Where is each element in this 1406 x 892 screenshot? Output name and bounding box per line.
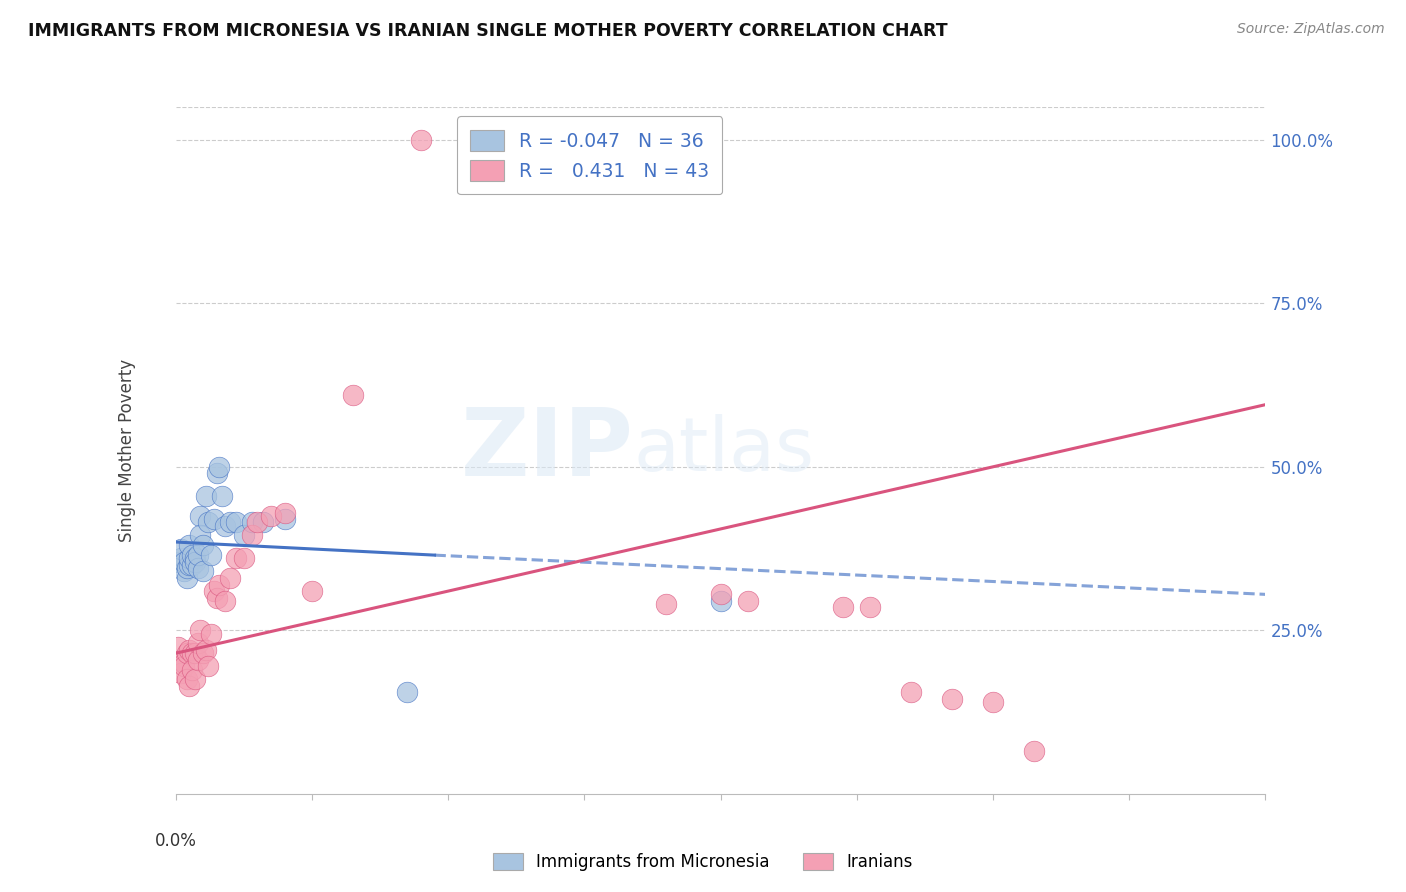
Point [252, 516, 274, 530]
Point [208, 459, 231, 474]
Point [900, 685, 922, 699]
Point [225, 516, 247, 530]
Point [186, 636, 209, 650]
Point [342, 388, 364, 402]
Point [191, 646, 214, 660]
Point [232, 528, 254, 542]
Point [232, 551, 254, 566]
Point [240, 516, 263, 530]
Point [179, 551, 201, 566]
Point [396, 685, 419, 699]
Point [173, 555, 195, 569]
Point [179, 643, 201, 657]
Point [181, 663, 204, 677]
Text: atlas: atlas [633, 414, 814, 487]
Point [191, 538, 214, 552]
Point [176, 561, 198, 575]
Point [184, 551, 207, 566]
Point [184, 555, 207, 569]
Point [301, 584, 323, 599]
Text: 0.0%: 0.0% [155, 831, 197, 850]
Point [941, 692, 963, 706]
Point [859, 600, 882, 615]
Point [167, 640, 190, 654]
Point [176, 646, 198, 660]
Point [179, 538, 201, 552]
Point [194, 643, 217, 657]
Point [181, 558, 204, 572]
Point [170, 551, 193, 566]
Point [274, 506, 297, 520]
Point [179, 558, 201, 572]
Point [240, 528, 263, 542]
Point [1022, 744, 1045, 758]
Point [173, 656, 195, 670]
Point [194, 489, 217, 503]
Point [186, 548, 209, 562]
Point [205, 467, 228, 481]
Point [260, 508, 283, 523]
Point [409, 133, 432, 147]
Point [176, 571, 198, 585]
Text: IMMIGRANTS FROM MICRONESIA VS IRANIAN SINGLE MOTHER POVERTY CORRELATION CHART: IMMIGRANTS FROM MICRONESIA VS IRANIAN SI… [28, 22, 948, 40]
Point [211, 489, 233, 503]
Point [186, 653, 209, 667]
Point [170, 541, 193, 556]
Point [188, 508, 211, 523]
Point [184, 673, 207, 687]
Point [214, 594, 236, 608]
Point [219, 516, 242, 530]
Point [655, 597, 678, 611]
Text: Single Mother Poverty: Single Mother Poverty [118, 359, 136, 542]
Point [191, 565, 214, 579]
Point [214, 518, 236, 533]
Point [188, 624, 211, 638]
Point [173, 659, 195, 673]
Point [200, 548, 222, 562]
Point [167, 555, 190, 569]
Point [202, 584, 225, 599]
Point [170, 665, 193, 680]
Point [832, 600, 855, 615]
Point [197, 659, 219, 673]
Point [202, 512, 225, 526]
Point [184, 646, 207, 660]
Point [208, 577, 231, 591]
Point [710, 587, 733, 601]
Text: Source: ZipAtlas.com: Source: ZipAtlas.com [1237, 22, 1385, 37]
Point [225, 551, 247, 566]
Point [205, 591, 228, 605]
Point [200, 626, 222, 640]
Point [176, 673, 198, 687]
Point [737, 594, 759, 608]
Point [181, 646, 204, 660]
Point [179, 679, 201, 693]
Text: ZIP: ZIP [461, 404, 633, 497]
Point [170, 653, 193, 667]
Legend: Immigrants from Micronesia, Iranians: Immigrants from Micronesia, Iranians [485, 845, 921, 880]
Legend: R = -0.047   N = 36, R =   0.431   N = 43: R = -0.047 N = 36, R = 0.431 N = 43 [457, 117, 723, 194]
Point [197, 516, 219, 530]
Point [219, 571, 242, 585]
Point [188, 528, 211, 542]
Point [173, 565, 195, 579]
Point [981, 695, 1004, 709]
Point [710, 594, 733, 608]
Point [274, 512, 297, 526]
Point [181, 548, 204, 562]
Point [246, 516, 269, 530]
Point [186, 561, 209, 575]
